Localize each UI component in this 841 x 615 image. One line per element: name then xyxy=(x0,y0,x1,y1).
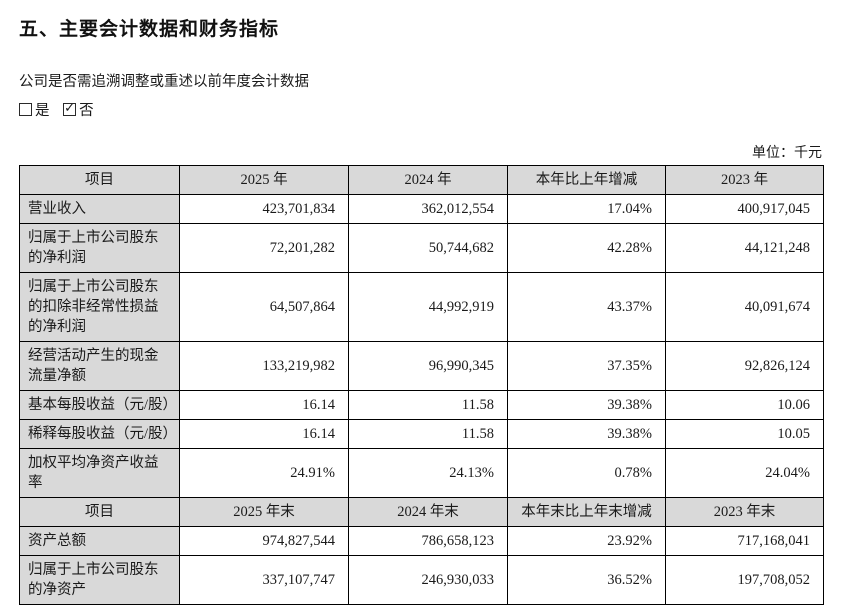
header-cell-item: 项目 xyxy=(19,497,180,527)
header-cell-2024: 2024 年 xyxy=(348,165,508,195)
header-cell-yearend-change: 本年末比上年末增减 xyxy=(507,497,666,527)
restatement-question: 公司是否需追溯调整或重述以前年度会计数据 xyxy=(19,74,309,90)
value-cell: 133,219,982 xyxy=(179,341,349,391)
table-header-row-yearend: 项目 2025 年末 2024 年末 本年末比上年末增减 2023 年末 xyxy=(19,497,824,527)
checkbox-checked-icon xyxy=(63,101,77,117)
row-label-cell: 归属于上市公司股东的扣除非经常性损益的净利润 xyxy=(19,272,180,342)
value-cell: 11.58 xyxy=(348,419,508,449)
value-cell: 64,507,864 xyxy=(179,272,349,342)
value-cell: 37.35% xyxy=(507,341,666,391)
row-label-cell: 经营活动产生的现金流量净额 xyxy=(19,341,180,391)
value-cell: 39.38% xyxy=(507,390,666,420)
restatement-answer: 是 否 xyxy=(19,99,822,120)
checkbox-unchecked-icon xyxy=(19,103,32,116)
checkbox-yes-label: 是 xyxy=(35,103,50,119)
value-cell: 44,121,248 xyxy=(665,223,824,273)
value-cell: 337,107,747 xyxy=(179,555,349,605)
value-cell: 96,990,345 xyxy=(348,341,508,391)
value-cell: 43.37% xyxy=(507,272,666,342)
value-cell: 362,012,554 xyxy=(348,194,508,224)
value-cell: 717,168,041 xyxy=(665,526,824,556)
row-label-cell: 加权平均净资产收益率 xyxy=(19,448,180,498)
value-cell: 50,744,682 xyxy=(348,223,508,273)
value-cell: 24.13% xyxy=(348,448,508,498)
unit-label: 单位：千元 xyxy=(752,146,822,161)
section-title: 五、主要会计数据和财务指标 xyxy=(19,19,280,40)
value-cell: 23.92% xyxy=(507,526,666,556)
financial-indicators-table: 项目 2025 年 2024 年 本年比上年增减 2023 年 营业收入 423… xyxy=(19,165,824,605)
value-cell: 16.14 xyxy=(179,390,349,420)
value-cell: 42.28% xyxy=(507,223,666,273)
header-cell-2023-end: 2023 年末 xyxy=(665,497,824,527)
header-cell-change: 本年比上年增减 xyxy=(507,165,666,195)
row-label-cell: 基本每股收益（元/股） xyxy=(19,390,180,420)
value-cell: 16.14 xyxy=(179,419,349,449)
header-cell-item: 项目 xyxy=(19,165,180,195)
value-cell: 44,992,919 xyxy=(348,272,508,342)
table-header-row-annual: 项目 2025 年 2024 年 本年比上年增减 2023 年 xyxy=(19,165,824,195)
value-cell: 39.38% xyxy=(507,419,666,449)
checkbox-no-label: 否 xyxy=(79,103,94,119)
value-cell: 400,917,045 xyxy=(665,194,824,224)
row-label-cell: 资产总额 xyxy=(19,526,180,556)
table-row-diluted-eps: 稀释每股收益（元/股） 16.14 11.58 39.38% 10.05 xyxy=(19,419,824,449)
value-cell: 0.78% xyxy=(507,448,666,498)
table-row-weighted-roe: 加权平均净资产收益率 24.91% 24.13% 0.78% 24.04% xyxy=(19,448,824,498)
checkbox-option-yes: 是 xyxy=(19,103,50,119)
value-cell: 40,091,674 xyxy=(665,272,824,342)
value-cell: 11.58 xyxy=(348,390,508,420)
value-cell: 197,708,052 xyxy=(665,555,824,605)
header-cell-2025-end: 2025 年末 xyxy=(179,497,349,527)
header-cell-2024-end: 2024 年末 xyxy=(348,497,508,527)
value-cell: 24.91% xyxy=(179,448,349,498)
row-label-cell: 营业收入 xyxy=(19,194,180,224)
row-label-cell: 归属于上市公司股东的净资产 xyxy=(19,555,180,605)
value-cell: 423,701,834 xyxy=(179,194,349,224)
value-cell: 974,827,544 xyxy=(179,526,349,556)
value-cell: 24.04% xyxy=(665,448,824,498)
table-row-operating-cash-flow: 经营活动产生的现金流量净额 133,219,982 96,990,345 37.… xyxy=(19,341,824,391)
table-row-net-profit: 归属于上市公司股东的净利润 72,201,282 50,744,682 42.2… xyxy=(19,223,824,273)
checkbox-option-no: 否 xyxy=(63,101,94,119)
table-row-basic-eps: 基本每股收益（元/股） 16.14 11.58 39.38% 10.06 xyxy=(19,390,824,420)
value-cell: 10.05 xyxy=(665,419,824,449)
table-row-net-profit-excl-nonrecurring: 归属于上市公司股东的扣除非经常性损益的净利润 64,507,864 44,992… xyxy=(19,272,824,342)
value-cell: 36.52% xyxy=(507,555,666,605)
row-label-cell: 稀释每股收益（元/股） xyxy=(19,419,180,449)
table-row-net-assets: 归属于上市公司股东的净资产 337,107,747 246,930,033 36… xyxy=(19,555,824,605)
header-cell-2025: 2025 年 xyxy=(179,165,349,195)
table-row-revenue: 营业收入 423,701,834 362,012,554 17.04% 400,… xyxy=(19,194,824,224)
value-cell: 246,930,033 xyxy=(348,555,508,605)
value-cell: 10.06 xyxy=(665,390,824,420)
value-cell: 92,826,124 xyxy=(665,341,824,391)
value-cell: 72,201,282 xyxy=(179,223,349,273)
value-cell: 786,658,123 xyxy=(348,526,508,556)
value-cell: 17.04% xyxy=(507,194,666,224)
table-row-total-assets: 资产总额 974,827,544 786,658,123 23.92% 717,… xyxy=(19,526,824,556)
header-cell-2023: 2023 年 xyxy=(665,165,824,195)
row-label-cell: 归属于上市公司股东的净利润 xyxy=(19,223,180,273)
